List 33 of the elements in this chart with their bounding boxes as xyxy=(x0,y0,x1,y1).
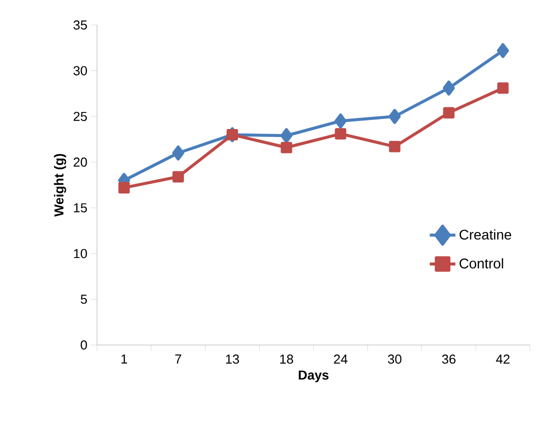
x-tick-label: 7 xyxy=(175,354,182,364)
y-tick-label: 10 xyxy=(74,248,87,258)
x-tick-label: 24 xyxy=(334,354,348,364)
point xyxy=(388,108,401,124)
y-tick-label: 15 xyxy=(74,203,87,212)
point xyxy=(172,146,184,160)
legend-label: Creatine xyxy=(460,229,512,240)
point xyxy=(280,128,292,144)
point xyxy=(443,107,455,118)
point xyxy=(496,43,509,58)
x-axis-title: Days xyxy=(298,370,329,382)
y-tick-label: 30 xyxy=(74,66,87,76)
point xyxy=(388,140,400,152)
y-tick-label: 35 xyxy=(74,20,87,30)
y-axis-title: Weight (g) xyxy=(54,154,66,217)
point xyxy=(172,171,184,182)
point xyxy=(334,128,346,140)
x-tick-label: 42 xyxy=(496,354,510,364)
y-tick-label: 20 xyxy=(74,158,87,167)
legend-label: Control xyxy=(460,258,504,268)
point xyxy=(280,142,292,154)
point xyxy=(442,80,455,96)
y-tick-label: 5 xyxy=(80,294,87,304)
point xyxy=(334,114,347,128)
y-tick-label: 25 xyxy=(74,112,87,122)
x-tick-label: 13 xyxy=(226,354,239,364)
x-tick-label: 36 xyxy=(442,354,456,364)
x-tick-label: 18 xyxy=(280,354,294,364)
y-tick-label: 0 xyxy=(80,340,87,350)
point xyxy=(118,182,130,194)
x-tick-label: 30 xyxy=(388,354,402,364)
x-tick-label: 1 xyxy=(121,354,128,364)
point xyxy=(497,82,509,94)
